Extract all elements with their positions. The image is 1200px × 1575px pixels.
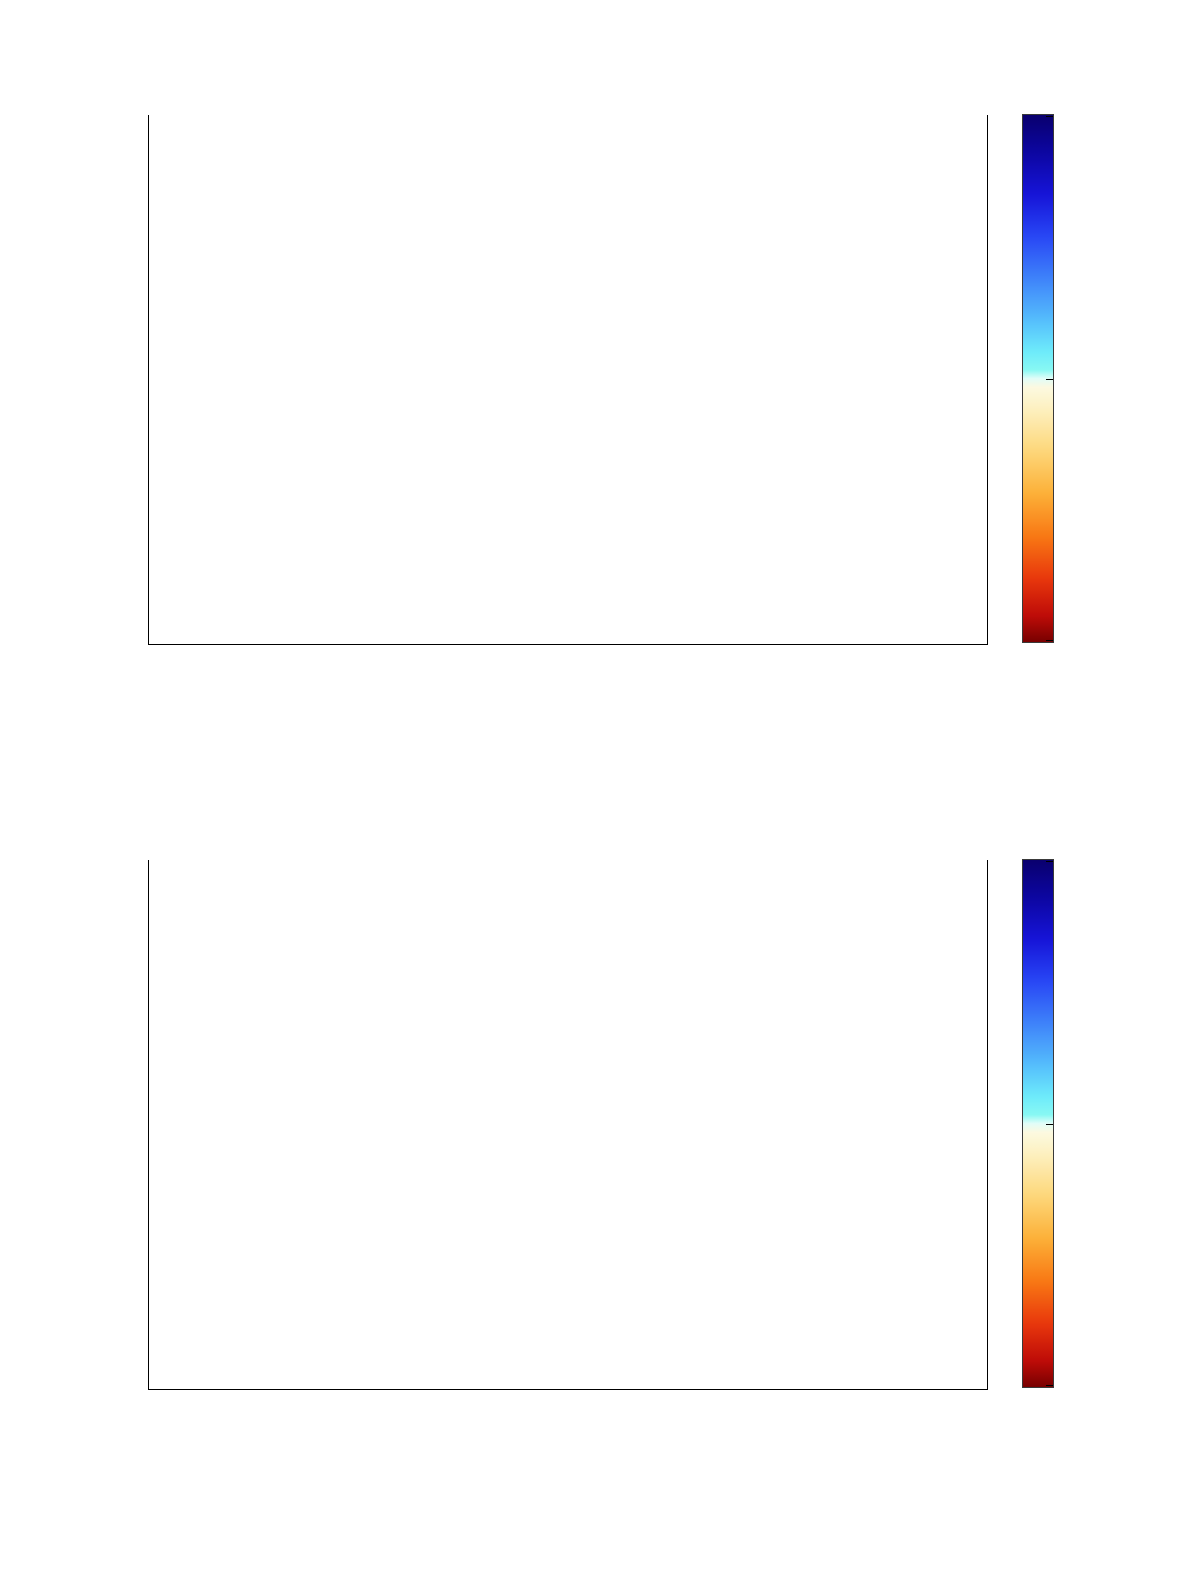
panel-adjusted	[0, 760, 1200, 1520]
panel-raw	[0, 0, 1200, 760]
adjusted-colorbar-tick-mid	[1046, 1123, 1053, 1125]
adjusted-colorbar-tick-min	[1046, 1384, 1053, 1386]
raw-colorbar-tick-min	[1046, 639, 1053, 641]
adjusted-heatmap-axes[interactable]	[148, 860, 988, 1390]
raw-colorbar-tick-max	[1046, 116, 1053, 118]
raw-heatmap-axes[interactable]	[148, 115, 988, 645]
raw-colorbar-tick-mid	[1046, 378, 1053, 380]
raw-colorbar	[1022, 114, 1054, 643]
adjusted-colorbar	[1022, 859, 1054, 1388]
adjusted-colorbar-tick-max	[1046, 861, 1053, 863]
